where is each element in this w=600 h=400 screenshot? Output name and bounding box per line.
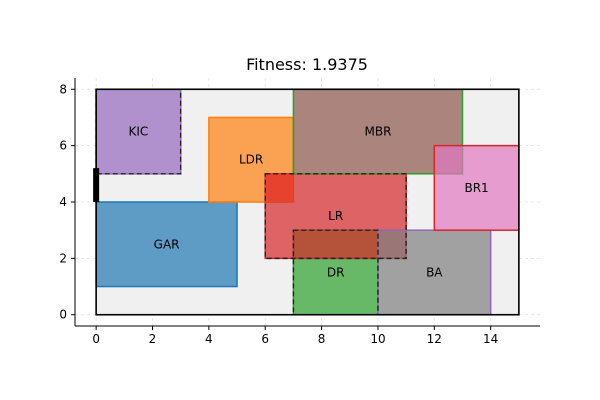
x-tick-label: 4 bbox=[205, 332, 213, 346]
x-tick-label: 6 bbox=[261, 332, 269, 346]
room-label-br1: BR1 bbox=[464, 181, 488, 195]
room-labels-layer: KIC GAR LDR DR LR BA MBR BR1 bbox=[129, 125, 489, 280]
x-tick-label: 12 bbox=[427, 332, 442, 346]
room-gar bbox=[95, 201, 238, 288]
y-tick-label: 4 bbox=[59, 195, 67, 209]
room-kic bbox=[95, 88, 182, 175]
room-ba bbox=[377, 229, 492, 316]
dashed-outline bbox=[264, 173, 407, 260]
dashed-outlines-layer bbox=[93, 88, 520, 316]
y-tick-label: 8 bbox=[59, 82, 67, 96]
axes: 0 2 4 6 8 10 12 14 0 2 4 6 8 bbox=[59, 78, 540, 346]
y-tick-label: 2 bbox=[59, 251, 67, 265]
overlap-highlight bbox=[265, 173, 294, 202]
rooms-layer bbox=[95, 88, 520, 316]
x-tick-label: 10 bbox=[370, 332, 385, 346]
x-tick-label: 2 bbox=[149, 332, 157, 346]
x-tick-label: 0 bbox=[92, 332, 100, 346]
room-label-lr: LR bbox=[328, 209, 343, 223]
room-label-kic: KIC bbox=[129, 125, 149, 139]
y-tick-label: 6 bbox=[59, 139, 67, 153]
room-label-ldr: LDR bbox=[239, 153, 263, 167]
room-label-gar: GAR bbox=[154, 237, 180, 251]
room-ldr bbox=[208, 116, 295, 203]
x-tick-label: 8 bbox=[318, 332, 326, 346]
y-tick-label: 0 bbox=[59, 308, 67, 322]
room-br1 bbox=[433, 144, 520, 231]
room-label-ba: BA bbox=[426, 265, 443, 279]
room-label-mbr: MBR bbox=[364, 125, 391, 139]
chart-title: Fitness: 1.9375 bbox=[246, 55, 368, 74]
room-label-dr: DR bbox=[327, 265, 345, 279]
x-tick-label: 14 bbox=[483, 332, 498, 346]
